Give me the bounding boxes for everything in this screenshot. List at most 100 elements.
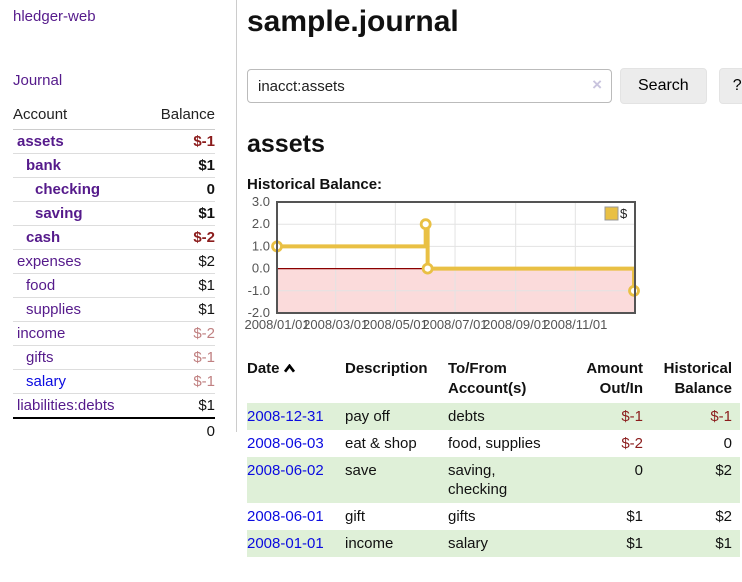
sidebar-account-row: income $-2: [13, 321, 215, 346]
register-header-date-label: Date: [247, 360, 280, 377]
transaction-amount: $1: [626, 535, 643, 552]
transaction-balance: $2: [715, 508, 732, 525]
accounts-header-row: Account Balance: [13, 104, 215, 130]
svg-text:1.0: 1.0: [252, 238, 270, 253]
sidebar-account-balance: $-1: [144, 129, 215, 154]
nav-journal-link[interactable]: Journal: [13, 72, 63, 89]
svg-text:-1.0: -1.0: [248, 283, 270, 298]
sidebar-account-link[interactable]: checking: [35, 181, 101, 198]
sidebar-account-row: saving $1: [13, 201, 215, 226]
sidebar-account-row: food $1: [13, 273, 215, 298]
search-box: ×: [247, 69, 612, 103]
help-button[interactable]: ?: [718, 68, 742, 104]
register-header-balance: Historical Balance: [663, 360, 732, 397]
sidebar-account-link[interactable]: saving: [35, 205, 83, 222]
sidebar-account-link[interactable]: gifts: [26, 349, 54, 366]
sidebar-account-link[interactable]: supplies: [26, 301, 82, 318]
svg-text:3.0: 3.0: [252, 194, 270, 209]
sidebar-account-link[interactable]: cash: [26, 229, 61, 246]
transaction-date-link[interactable]: 2008-06-02: [247, 462, 324, 479]
transaction-accounts: salary: [448, 535, 489, 552]
sidebar-account-link[interactable]: salary: [26, 373, 67, 390]
sidebar-account-link[interactable]: expenses: [17, 253, 82, 270]
clear-search-icon[interactable]: ×: [592, 75, 602, 94]
transaction-balance: $-1: [710, 408, 732, 425]
svg-text:2008/05/01: 2008/05/01: [363, 317, 428, 332]
search-form: × Search ?: [247, 68, 742, 104]
accounts-total-balance: 0: [144, 417, 215, 444]
sidebar-account-link[interactable]: food: [26, 277, 56, 294]
sidebar-account-link[interactable]: liabilities:debts: [17, 397, 115, 414]
sidebar-account-balance: 0: [144, 177, 215, 202]
sidebar-account-row: supplies $1: [13, 297, 215, 322]
register-header-row: Date Description To/From Account(s) Amou…: [247, 356, 740, 403]
transaction-amount: 0: [634, 462, 643, 479]
transaction-accounts: food, supplies: [448, 435, 541, 452]
sidebar-account-balance: $-1: [144, 369, 215, 394]
transaction-description: pay off: [345, 408, 390, 425]
sidebar-account-row: cash $-2: [13, 225, 215, 250]
sidebar-account-balance: $2: [144, 249, 215, 274]
accounts-header-balance: Balance: [144, 104, 215, 130]
transaction-date-link[interactable]: 2008-12-31: [247, 408, 324, 425]
transaction-description: gift: [345, 508, 366, 525]
search-button[interactable]: Search: [620, 68, 707, 104]
register-header-date[interactable]: Date: [247, 356, 345, 403]
transaction-balance: $1: [715, 535, 732, 552]
register-header-amount: Amount Out/In: [586, 360, 643, 397]
chart-title: Historical Balance:: [247, 176, 383, 193]
sidebar-divider: [236, 0, 237, 432]
sidebar-account-balance: $1: [144, 201, 215, 226]
transaction-date-link[interactable]: 2008-06-01: [247, 508, 324, 525]
sidebar-account-link[interactable]: bank: [26, 157, 62, 174]
sidebar-account-balance: $-2: [144, 321, 215, 346]
sidebar-accounts-table: Account Balance assets $-1 bank $1 checking 0…: [13, 104, 215, 444]
register-row: 2008-06-02 save saving, checking 0 $2: [247, 457, 740, 503]
transaction-amount: $1: [626, 508, 643, 525]
app-title-link[interactable]: hledger-web: [13, 8, 96, 25]
sidebar: hledger-web Journal Account Balance asse…: [0, 0, 236, 582]
transaction-date-link[interactable]: 2008-01-01: [247, 535, 324, 552]
svg-text:2008/11/01: 2008/11/01: [543, 317, 607, 332]
transaction-accounts: gifts: [448, 508, 476, 525]
sidebar-account-row: gifts $-1: [13, 345, 215, 370]
svg-text:0.0: 0.0: [252, 261, 270, 276]
transaction-amount: $-2: [621, 435, 643, 452]
accounts-total-row: 0: [13, 417, 215, 444]
transaction-accounts: saving, checking: [448, 462, 508, 498]
transaction-balance: 0: [723, 435, 732, 452]
sidebar-account-row: liabilities:debts $1: [13, 393, 215, 419]
search-input[interactable]: [247, 69, 612, 103]
svg-text:2008/09/01: 2008/09/01: [483, 317, 548, 332]
sidebar-account-balance: $1: [144, 393, 215, 419]
register-row: 2008-01-01 income salary $1 $1: [247, 530, 740, 557]
sidebar-account-balance: $1: [144, 153, 215, 178]
transaction-description: save: [345, 462, 377, 479]
svg-text:2.0: 2.0: [252, 216, 270, 231]
sidebar-account-balance: $-2: [144, 225, 215, 250]
sidebar-account-row: checking 0: [13, 177, 215, 202]
transaction-amount: $-1: [621, 408, 643, 425]
sidebar-account-row: assets $-1: [13, 129, 215, 154]
transaction-date-link[interactable]: 2008-06-03: [247, 435, 324, 452]
svg-text:-2.0: -2.0: [248, 305, 270, 320]
account-heading: assets: [247, 130, 325, 158]
register-row: 2008-12-31 pay off debts $-1 $-1: [247, 403, 740, 430]
sidebar-account-balance: $1: [144, 273, 215, 298]
svg-text:2008/03/01: 2008/03/01: [303, 317, 368, 332]
sidebar-account-row: expenses $2: [13, 249, 215, 274]
main-content: sample.journal × Search ? assets Histori…: [236, 0, 742, 582]
sidebar-account-link[interactable]: assets: [17, 133, 64, 150]
register-table: Date Description To/From Account(s) Amou…: [247, 356, 740, 557]
sidebar-account-row: salary $-1: [13, 369, 215, 394]
sidebar-account-link[interactable]: income: [17, 325, 66, 342]
chart-legend-label: $: [620, 206, 628, 221]
register-rows: 2008-12-31 pay off debts $-1 $-1 2008-06-03 ea…: [247, 403, 740, 557]
sort-ascending-icon: [283, 363, 295, 373]
transaction-description: income: [345, 535, 394, 552]
svg-text:2008/07/01: 2008/07/01: [422, 317, 487, 332]
accounts-header-account: Account: [13, 104, 145, 130]
transaction-description: eat & shop: [345, 435, 417, 452]
register-row: 2008-06-01 gift gifts $1 $2: [247, 503, 740, 530]
